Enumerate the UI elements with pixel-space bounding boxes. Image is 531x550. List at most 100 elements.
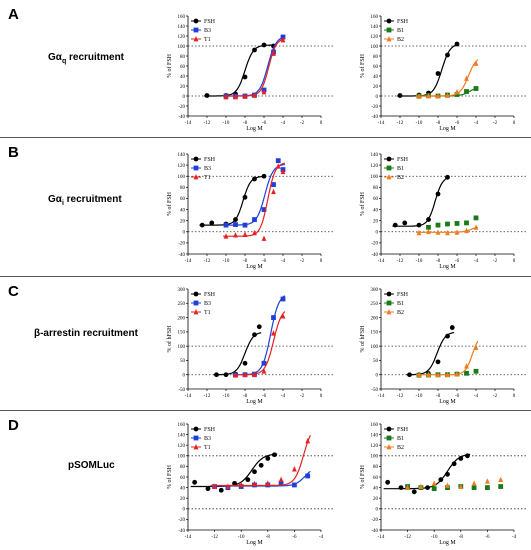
c-right-y-tick-label: 250 <box>371 302 379 307</box>
d-left-series-b3-legend-label: B3 <box>204 436 211 442</box>
c-right-series-b2-legend-label: B2 <box>397 310 404 316</box>
a-right-y-tick-label: 20 <box>373 85 379 90</box>
b-left-series-b3-point <box>271 182 276 187</box>
d-right-series-fsh-point <box>458 456 464 461</box>
b-left-series-fsh-point <box>209 220 215 226</box>
c-right-x-tick-label: 0 <box>513 394 516 399</box>
c-left-series-fsh-point <box>223 372 229 378</box>
b-right-y-tick-label: 40 <box>373 208 379 213</box>
b-right-x-axis-label: Log M <box>439 264 456 270</box>
d-left-series-t1-point <box>252 480 257 487</box>
c-left-y-tick-label: 50 <box>180 359 186 364</box>
a-right-series-b2-legend-label: B2 <box>397 37 404 43</box>
d-right-series-b2-legend-marker <box>386 444 392 450</box>
d-right-y-axis-label: % of FSH <box>359 464 366 489</box>
a-left-y-tick-label: 20 <box>180 85 186 90</box>
b-left-y-tick-label: 80 <box>180 186 186 191</box>
d-left-series-t1-point <box>225 483 231 489</box>
c-right-series-b2-point <box>454 371 460 377</box>
b-right-x-tick-label: -8 <box>436 259 441 264</box>
d-left-x-tick-label: -8 <box>266 535 271 540</box>
d-left-series-t1-point <box>278 476 284 483</box>
c-right-y-tick-label: 50 <box>373 359 379 364</box>
d-right-series-b2-point <box>458 483 464 489</box>
b-right-y-tick-label: 140 <box>371 153 379 158</box>
a-left-series-fsh-point <box>261 42 267 48</box>
d-left-y-tick-label: 40 <box>180 486 186 491</box>
b-left-y-tick-label: 60 <box>180 197 186 202</box>
row-title-b-main: Gα <box>48 194 62 205</box>
a-left-y-tick-label: -20 <box>178 105 185 110</box>
c-right-series-b1-legend-label: B1 <box>397 301 404 307</box>
a-right-y-tick-label: 120 <box>371 35 379 40</box>
c-right-series-fsh-legend-marker <box>386 291 392 297</box>
a-left-series-fsh-legend-label: FSH <box>204 19 216 25</box>
c-right-series-fsh-point <box>449 325 455 330</box>
d-right-series-b2-legend-label: B2 <box>397 445 404 451</box>
panel-letter-d: D <box>8 417 19 434</box>
b-left-series-t1-point <box>223 233 229 239</box>
a-right-y-tick-label: 0 <box>376 95 379 100</box>
a-right-series-b1-point <box>473 86 479 91</box>
d-right-x-tick-label: -10 <box>431 535 438 540</box>
b-right-series-b1-legend-marker <box>386 165 392 171</box>
b-left-y-tick-label: 20 <box>180 219 186 224</box>
a-left-x-tick-label: -8 <box>243 121 248 126</box>
chart-d-right: -40 -20 0 20 40 60 80 100 120 140 160 -14 -12 -10 -8 -6… <box>359 423 528 546</box>
b-right-x-tick-label: -4 <box>474 259 479 264</box>
a-right-series-fsh-point <box>454 41 460 47</box>
c-left-series-t1-point <box>233 372 238 378</box>
d-left-x-tick-label: -10 <box>238 535 245 540</box>
a-left-x-tick-label: -4 <box>281 121 286 126</box>
a-left-series-t1-legend-marker <box>193 36 199 42</box>
a-right-series-b2-legend-marker <box>386 36 392 42</box>
d-right-series-b1-point <box>471 485 477 490</box>
a-left-y-tick-label: 160 <box>178 15 186 20</box>
d-left-y-tick-label: 60 <box>180 476 186 481</box>
b-right-x-tick-label: 0 <box>513 259 516 264</box>
a-right-y-tick-label: -40 <box>371 115 378 120</box>
b-right-series-fsh-point <box>392 222 398 228</box>
b-left-x-tick-label: -12 <box>204 259 211 264</box>
c-right-series-b2-point <box>435 372 441 378</box>
b-left-y-tick-label: 140 <box>178 153 186 158</box>
b-right-series-fsh-point <box>426 217 431 222</box>
b-left-y-axis-label: % of FSH <box>166 191 173 216</box>
row-title-a: Gαq recruitment <box>48 52 124 65</box>
row-separator <box>0 137 531 138</box>
b-right-series-b2-point <box>435 229 441 235</box>
b-left-y-tick-label: 120 <box>178 164 186 169</box>
a-right-series-b1-point <box>464 89 469 94</box>
c-left-series-t1-point <box>252 371 257 378</box>
b-left-series-t1-point <box>271 188 276 195</box>
d-left-x-tick-label: -14 <box>185 535 192 540</box>
b-left-y-tick-label: -40 <box>178 253 185 258</box>
a-left-series-t1-point <box>271 50 276 56</box>
b-right-series-fsh-legend-label: FSH <box>397 157 409 163</box>
a-left-series-t1-point <box>252 92 257 98</box>
b-left-y-tick-label: 40 <box>180 208 186 213</box>
d-left-series-t1-point <box>212 483 217 489</box>
a-right-x-tick-label: -10 <box>416 121 423 126</box>
b-left-series-b3-point <box>261 207 267 212</box>
b-left-series-b3-point <box>242 222 248 228</box>
d-right-y-tick-label: 100 <box>371 455 379 460</box>
d-right-y-tick-label: 80 <box>373 465 379 470</box>
b-left-x-tick-label: -14 <box>185 259 192 264</box>
b-left-series-t1-legend-label: T1 <box>204 175 211 181</box>
b-right-series-b2-point <box>473 224 479 230</box>
b-left-series-t1-point <box>242 231 248 237</box>
d-right-x-tick-label: -14 <box>378 535 385 540</box>
c-right-series-fsh-point <box>435 359 441 365</box>
b-left-series-b3-point <box>223 222 229 228</box>
c-left-y-tick-label: 150 <box>178 331 186 336</box>
a-left-y-tick-label: 60 <box>180 65 186 70</box>
b-left-series-t1-point <box>252 229 257 236</box>
b-left-x-tick-label: -6 <box>262 259 267 264</box>
a-left-y-tick-label: 40 <box>180 75 186 80</box>
d-right-series-fsh-point <box>451 461 457 467</box>
b-left-series-fsh-point <box>261 173 267 179</box>
c-left-x-tick-label: -14 <box>185 394 192 399</box>
d-right-y-tick-label: 140 <box>371 433 379 438</box>
